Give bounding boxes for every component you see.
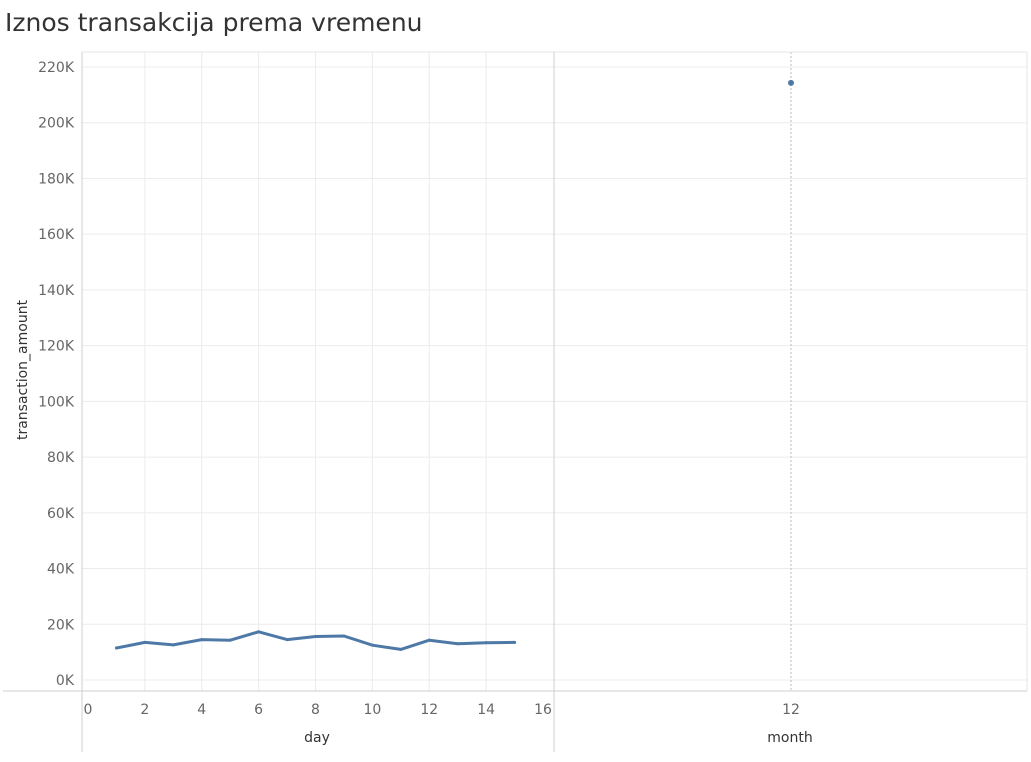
x-tick-label-day: 0 — [84, 702, 93, 718]
data-point-day — [285, 638, 289, 642]
y-tick-label: 220K — [38, 60, 75, 76]
y-tick-label: 100K — [38, 394, 75, 410]
x-axis-day-ticks: 0 2 4 6 8 10 12 14 16 — [84, 702, 552, 718]
data-point-day — [370, 643, 374, 647]
x-axis-title-month: month — [767, 730, 812, 746]
data-point-day — [257, 630, 261, 634]
y-tick-label: 20K — [47, 617, 75, 633]
data-point-day — [427, 638, 431, 642]
y-tick-label: 60K — [47, 506, 75, 522]
data-point-day — [200, 638, 204, 642]
data-point-day — [456, 642, 460, 646]
x-tick-label-day: 4 — [197, 702, 206, 718]
data-point-day — [399, 647, 403, 651]
data-point-day — [171, 643, 175, 647]
data-point-day — [228, 638, 232, 642]
data-point-day — [143, 640, 147, 644]
x-tick-label-day: 2 — [140, 702, 149, 718]
data-point-month — [788, 79, 794, 86]
data-point-day — [314, 635, 317, 639]
chart-frame — [3, 51, 1028, 752]
y-tick-label: 140K — [38, 283, 75, 299]
x-tick-label-day: 14 — [477, 702, 495, 718]
y-tick-label: 80K — [47, 450, 75, 466]
y-tick-label: 0K — [56, 673, 75, 689]
data-point-day — [513, 640, 517, 644]
x-tick-label-day: 16 — [534, 702, 552, 718]
y-tick-label: 180K — [38, 171, 75, 187]
x-axis-month-ticks: 12 — [782, 702, 800, 718]
x-tick-label-day: 10 — [363, 702, 381, 718]
x-tick-label-day: 6 — [254, 702, 263, 718]
x-tick-label-day: 8 — [311, 702, 320, 718]
y-axis-ticks: 0K 20K 40K 60K 80K 100K 120K 140K 160K 180K 200K 22… — [38, 60, 75, 689]
data-point-day — [114, 646, 118, 650]
y-tick-label: 200K — [38, 116, 75, 132]
y-tick-label: 40K — [47, 562, 75, 578]
x-tick-label-day: 12 — [420, 702, 438, 718]
data-point-day — [484, 641, 488, 645]
y-tick-label: 120K — [38, 339, 75, 355]
y-tick-label: 160K — [38, 227, 75, 243]
y-axis-title: transaction_amount — [15, 299, 31, 440]
x-axis-title-day: day — [304, 730, 330, 746]
x-tick-label-month: 12 — [782, 702, 800, 718]
chart-title: Iznos transakcija prema vremenu — [5, 8, 423, 37]
series-layer — [114, 79, 794, 651]
data-point-day — [342, 634, 346, 638]
